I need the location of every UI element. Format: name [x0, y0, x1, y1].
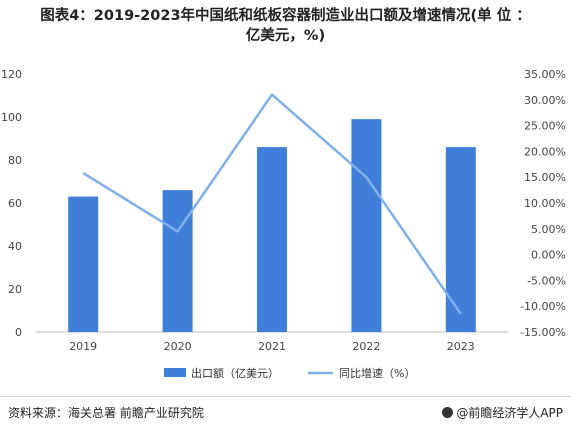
left-tick-label: 0 — [15, 326, 22, 339]
x-tick-label: 2021 — [258, 340, 286, 353]
left-tick-label: 40 — [8, 240, 22, 253]
bar-export-value — [351, 119, 382, 333]
chart-svg: 0 20 40 60 80 100 120 -15.00% -10.00% -5.00% 0.00%… — [1, 68, 566, 380]
right-tick-label: 0.00% — [531, 249, 566, 262]
brand-text: @前瞻经济学人APP — [456, 406, 563, 420]
bar-export-value — [162, 190, 193, 332]
x-tick-label: 2023 — [447, 340, 475, 353]
legend-bar-label: 出口额（亿美元） — [191, 366, 279, 380]
right-tick-label: 30.00% — [524, 94, 566, 107]
legend-line-label: 同比增速（%） — [339, 366, 415, 380]
x-tick-label: 2020 — [164, 340, 192, 353]
chart-title: 图表4：2019-2023年中国纸和纸板容器制造业出口额及增速情况(单 位 ： … — [0, 6, 571, 46]
brand-credit: @前瞻经济学人APP — [442, 404, 563, 421]
footer-divider — [0, 396, 571, 397]
chart-title-line1: 图表4：2019-2023年中国纸和纸板容器制造业出口额及增速情况(单 位 ： — [40, 8, 531, 24]
source-note: 资料来源：海关总署 前瞻产业研究院 — [8, 406, 204, 420]
right-tick-label: 10.00% — [524, 197, 566, 210]
left-tick-label: 60 — [8, 197, 22, 210]
right-tick-label: 35.00% — [524, 68, 566, 81]
bar-export-value — [68, 196, 99, 332]
left-tick-label: 20 — [8, 283, 22, 296]
right-tick-label: 5.00% — [531, 223, 566, 236]
legend-bar-swatch — [164, 368, 186, 377]
right-tick-label: 25.00% — [524, 120, 566, 133]
brand-logo-icon — [442, 407, 454, 418]
left-tick-label: 100 — [1, 111, 22, 124]
left-tick-label: 80 — [8, 154, 22, 167]
right-tick-label: -5.00% — [527, 274, 566, 287]
right-tick-label: -15.00% — [520, 326, 566, 339]
right-tick-label: 15.00% — [524, 171, 566, 184]
right-tick-label: 20.00% — [524, 145, 566, 158]
bar-export-value — [445, 147, 476, 332]
left-tick-label: 120 — [1, 68, 22, 81]
right-tick-label: -10.00% — [520, 300, 566, 313]
growth-rate-line — [82, 93, 462, 315]
x-tick-label: 2019 — [69, 340, 97, 353]
chart-title-line2: 亿美元，%) — [245, 28, 326, 44]
x-tick-label: 2022 — [352, 340, 380, 353]
bar-export-value — [257, 147, 287, 332]
